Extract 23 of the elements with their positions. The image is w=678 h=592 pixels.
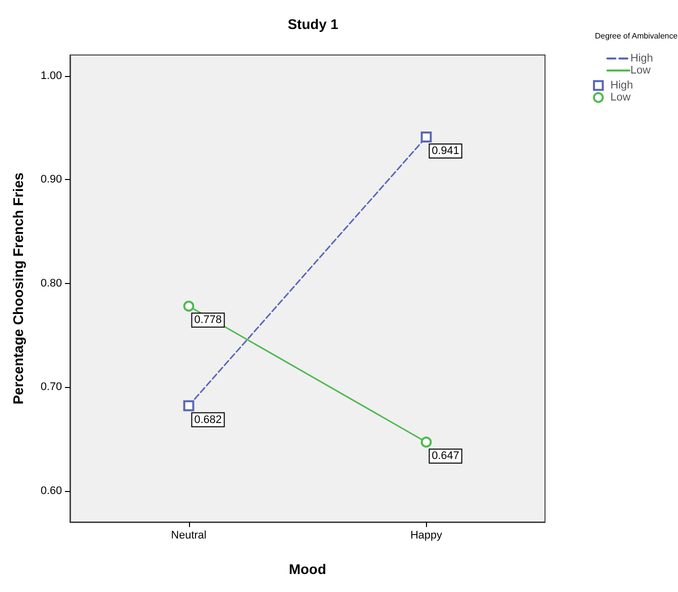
data-label: 0.778 xyxy=(194,314,222,326)
x-tick-label: Happy xyxy=(410,530,443,542)
chart-title: Study 1 xyxy=(288,16,338,32)
x-axis-title: Mood xyxy=(288,561,326,577)
legend-title: Degree of Ambivalence xyxy=(594,32,678,40)
data-label: 0.682 xyxy=(194,414,222,426)
y-tick-label: 0.60 xyxy=(40,484,62,497)
text: High xyxy=(630,52,653,64)
x-tick-label: Neutral xyxy=(171,530,206,542)
y-tick-label: 0.90 xyxy=(40,174,62,186)
point xyxy=(420,436,432,448)
point xyxy=(183,300,194,312)
legend-label: Low xyxy=(610,92,631,104)
y-tick-label: 0.70 xyxy=(40,381,62,394)
data-label: 0.941 xyxy=(432,144,460,157)
legend-label: High xyxy=(610,80,633,92)
data-label: 0.647 xyxy=(432,450,460,462)
y-tick-label: 0.80 xyxy=(40,277,62,290)
point xyxy=(183,400,194,412)
y-tick-label: 1.00 xyxy=(40,70,62,82)
text: Low xyxy=(630,64,651,76)
point xyxy=(420,131,432,142)
y-axis-title: Percentage Choosing French Fries xyxy=(10,172,26,404)
